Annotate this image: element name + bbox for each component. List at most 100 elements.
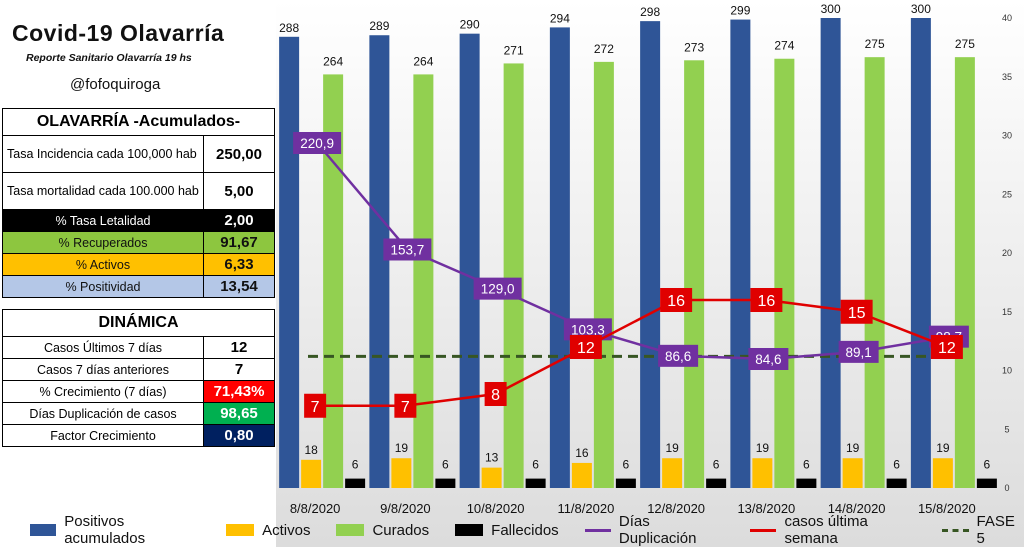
stat-value: 13,54 — [203, 275, 275, 298]
bar-activos — [571, 462, 592, 488]
stat-label: Casos Últimos 7 días — [2, 336, 204, 359]
bar-label-positivos: 288 — [279, 21, 299, 35]
legend-swatch — [30, 524, 57, 536]
casos-data-label: 7 — [401, 399, 410, 416]
bar-label-fallecidos: 6 — [984, 458, 991, 472]
acumulados-heading: OLAVARRÍA -Acumulados- — [2, 108, 275, 136]
casos-data-label: 16 — [757, 293, 775, 310]
legend-label: FASE 5 — [976, 513, 1015, 547]
casos-label-box — [930, 335, 963, 359]
legend-item: Fallecidos — [455, 522, 559, 539]
legend-label: Activos — [262, 521, 311, 539]
casos-data-label: 8 — [491, 387, 500, 404]
bar-curados — [774, 58, 795, 488]
report-subtitle: Reporte Sanitario Olavarría 19 hs — [26, 52, 192, 64]
stat-value: 250,00 — [203, 135, 275, 173]
duplicacion-data-label: 89,1 — [845, 345, 871, 360]
bar-curados — [954, 57, 975, 489]
legend-swatch — [226, 524, 255, 536]
bar-label-positivos: 300 — [821, 2, 841, 16]
stat-label: % Recuperados — [2, 231, 204, 254]
bar-positivos — [369, 35, 390, 488]
legend-label: Curados — [372, 521, 430, 539]
legend-swatch — [336, 524, 365, 536]
duplicacion-label-box — [748, 348, 789, 370]
stat-label: % Positividad — [2, 275, 204, 298]
bar-label-curados: 264 — [413, 54, 433, 68]
stat-value: 2,00 — [203, 209, 275, 232]
stat-label: Tasa Incidencia cada 100,000 hab — [2, 135, 204, 173]
x-tick-label: 8/8/2020 — [290, 501, 341, 516]
legend-item: Curados — [336, 522, 429, 539]
stat-label: Casos 7 días anteriores — [2, 358, 204, 381]
bar-positivos — [549, 27, 570, 489]
bar-curados — [593, 61, 614, 488]
bar-label-fallecidos: 6 — [623, 458, 630, 472]
bar-positivos — [910, 18, 931, 488]
legend-item: Días Duplicación — [584, 513, 725, 547]
duplicacion-label-box — [473, 277, 522, 300]
bar-curados — [413, 74, 434, 489]
bar-label-positivos: 298 — [640, 5, 660, 19]
duplicacion-label-box — [658, 344, 699, 367]
bar-label-positivos: 290 — [460, 18, 480, 32]
bar-label-fallecidos: 6 — [803, 458, 810, 472]
bar-label-positivos: 300 — [911, 2, 931, 16]
bar-label-curados: 275 — [955, 37, 975, 51]
bar-label-fallecidos: 6 — [442, 458, 449, 472]
casos-label-box — [750, 288, 783, 312]
legend-label: Días Duplicación — [618, 513, 697, 547]
y-right-tick-label: 35 — [1002, 72, 1012, 82]
duplicacion-data-label: 129,0 — [481, 282, 515, 297]
bar-positivos — [459, 33, 480, 489]
casos-data-label: 12 — [938, 340, 956, 357]
y-right-tick-label: 0 — [1004, 483, 1009, 493]
bar-label-activos: 19 — [665, 441, 679, 455]
stat-value: 6,33 — [203, 253, 275, 276]
bar-label-activos: 19 — [936, 441, 950, 455]
casos-data-label: 15 — [848, 305, 866, 322]
duplicacion-label-box — [838, 340, 879, 363]
casos-data-label: 12 — [577, 340, 595, 357]
legend-swatch — [942, 528, 969, 532]
bar-activos — [301, 459, 322, 488]
stat-label: Tasa mortalidad cada 100.000 hab — [2, 172, 204, 210]
bar-positivos — [820, 18, 841, 488]
x-tick-label: 10/8/2020 — [467, 501, 525, 516]
stats-panel: Covid-19 Olavarría Reporte Sanitario Ola… — [0, 0, 276, 547]
duplicacion-label-box — [563, 318, 612, 341]
stat-label: % Crecimiento (7 días) — [2, 380, 204, 403]
bar-label-positivos: 299 — [730, 4, 750, 18]
stat-label: Factor Crecimiento — [2, 424, 204, 447]
x-tick-label: 15/8/2020 — [918, 501, 976, 516]
legend-item: Positivos acumulados — [30, 513, 200, 547]
bar-label-activos: 18 — [304, 443, 318, 457]
stat-value: 98,65 — [203, 402, 275, 425]
bar-label-activos: 19 — [756, 441, 770, 455]
stat-value: 71,43% — [203, 380, 275, 403]
legend-item: Activos — [226, 522, 310, 539]
stat-value: 7 — [203, 358, 275, 381]
bar-label-activos: 19 — [846, 441, 860, 455]
bar-activos — [752, 458, 773, 488]
bar-curados — [503, 63, 524, 488]
y-right-tick-label: 10 — [1002, 366, 1012, 376]
casos-label-box — [304, 393, 327, 418]
duplicacion-data-label: 153,7 — [390, 242, 424, 257]
casos-label-box — [394, 393, 417, 418]
bar-activos — [842, 458, 863, 488]
y-right-tick-label: 20 — [1002, 248, 1012, 258]
bar-positivos — [730, 19, 751, 489]
legend-item: FASE 5 — [942, 513, 1024, 547]
stat-label: Días Duplicación de casos — [2, 402, 204, 425]
duplicacion-data-label: 84,6 — [755, 352, 781, 367]
x-tick-label: 14/8/2020 — [828, 501, 886, 516]
duplicacion-label-box — [293, 132, 342, 154]
legend-label: Fallecidos — [491, 521, 559, 539]
y-right-tick-label: 25 — [1002, 189, 1012, 199]
x-tick-label: 9/8/2020 — [380, 501, 431, 516]
stat-value: 91,67 — [203, 231, 275, 254]
bar-curados — [323, 74, 344, 489]
bar-label-fallecidos: 6 — [352, 458, 359, 472]
bar-fallecidos — [615, 478, 636, 488]
